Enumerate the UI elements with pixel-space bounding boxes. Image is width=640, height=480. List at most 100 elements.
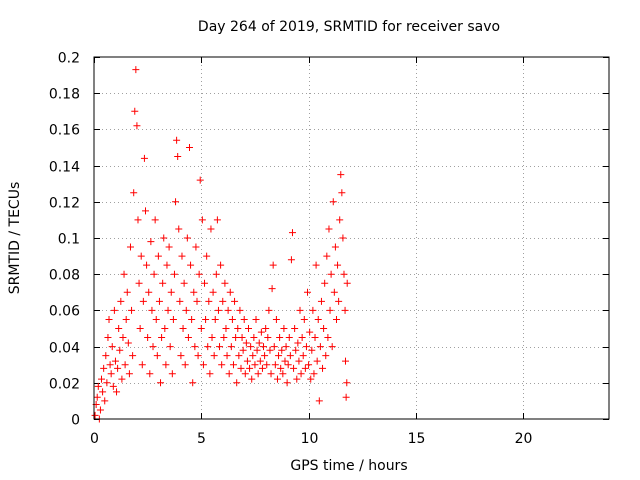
data-point [223,352,231,360]
y-tick-label: 0.06 [49,304,80,320]
data-point [227,343,235,351]
data-point [177,352,185,360]
x-tick-label: 20 [515,431,533,447]
data-point [202,315,210,323]
data-point [179,325,187,332]
data-point [287,256,295,264]
data-point [169,315,177,323]
data-point [282,343,290,351]
data-point [190,288,198,296]
data-point [204,343,212,351]
data-point [254,370,262,378]
data-point [239,346,247,354]
data-point [191,343,199,351]
data-point [307,375,315,383]
data-point [152,315,160,323]
data-point [218,361,226,369]
data-point [167,288,175,296]
y-tick-label: 0.1 [58,232,80,248]
data-point [160,234,168,242]
data-point [91,411,99,419]
data-point [342,393,350,401]
data-point [337,171,345,179]
data-point [334,261,342,269]
data-point [115,325,123,332]
data-point [313,357,321,365]
data-point [306,328,314,336]
data-point [250,334,258,342]
data-point [245,325,252,332]
data-point [121,361,129,369]
y-tick-label: 0.02 [49,377,80,393]
data-point [187,261,195,269]
data-point [118,375,126,383]
data-point [283,379,291,387]
data-point [275,352,283,360]
data-point [264,334,272,342]
data-point [211,315,219,323]
data-point [317,297,325,305]
data-point [328,343,336,351]
data-point [134,216,142,224]
x-tick-label: 15 [408,431,426,447]
data-point [246,364,254,372]
data-point [114,364,122,372]
data-point [327,270,335,278]
data-point [111,357,119,365]
data-point [104,334,112,342]
data-point [103,379,111,387]
data-point [309,306,317,314]
data-point [237,364,245,372]
data-point [225,370,233,378]
data-point [228,315,236,323]
data-point [157,379,165,387]
data-point [176,297,184,305]
data-point [164,306,172,314]
data-point [194,352,202,360]
y-tick-label: 0.04 [49,341,80,357]
data-point [117,297,125,305]
data-point [165,243,173,251]
data-point [270,343,278,351]
data-point [294,339,302,347]
data-point [305,361,313,369]
data-point [272,315,280,323]
axis-ticks: 0 0.02 0.04 0.06 0.08 0.1 0.12 0.14 0.16 0.18 0.2 0… [49,51,609,447]
plot-frame [93,56,610,420]
data-point [253,346,261,354]
data-point [256,357,264,365]
data-point [241,370,249,378]
data-point [147,238,155,246]
data-point [100,364,108,372]
data-point [216,343,224,351]
data-point [247,343,255,351]
data-point [151,216,159,224]
data-point [172,198,180,206]
data-point [203,252,211,260]
data-point [102,352,110,360]
data-point [263,361,271,369]
data-point [291,325,299,332]
data-point [196,176,204,184]
data-point [240,315,248,323]
data-point [105,315,113,323]
data-point [319,364,327,372]
data-point [222,325,230,332]
data-point [310,370,318,378]
data-point [269,261,277,269]
data-point [311,334,319,342]
data-point [184,334,192,342]
data-point [231,297,239,305]
data-markers [91,66,351,423]
data-point [296,306,304,314]
data-point [98,375,106,383]
y-tick-label: 0.2 [58,51,80,67]
data-point [208,334,216,342]
data-point [324,334,332,342]
data-point [126,243,134,251]
data-point [299,352,307,360]
data-point [206,370,214,378]
data-point [175,225,183,233]
data-point [262,325,270,332]
data-point [322,352,330,360]
